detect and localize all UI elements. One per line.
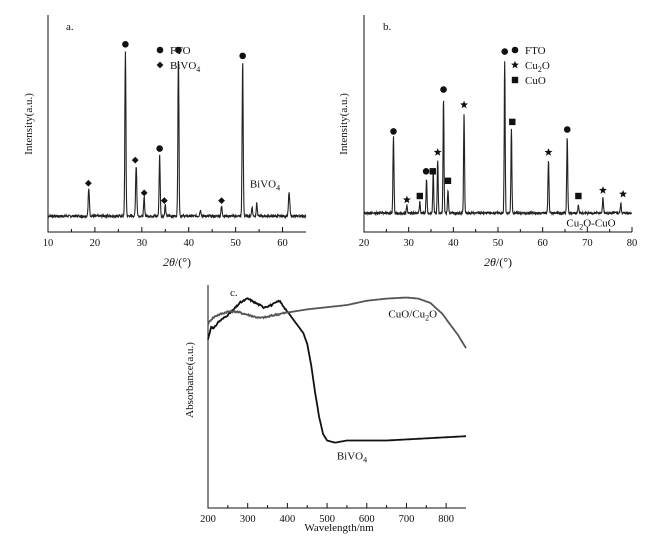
panel-b-xtick-label: 40 (448, 238, 459, 249)
panel-b-marker-circle (390, 128, 397, 135)
panel-a-xlabel: 2θ/(°) (163, 255, 191, 269)
panel-c: c. Absorbance(a.u.) Wavelength/nm 200 300… (184, 285, 467, 534)
panel-b-xlabel-var: 2θ (484, 255, 496, 269)
panel-b-marker-square (509, 118, 516, 126)
panel-b: b. Intensity(a.u.) 2θ/(°) 20 30 40 50 60 70 80… (338, 15, 637, 269)
panel-a-xtick-label: 30 (137, 238, 148, 249)
panel-a-marker-circle (122, 41, 129, 48)
panel-a-marker-diamond (131, 156, 139, 164)
panel-b-xtick-label: 70 (582, 238, 593, 249)
panel-a: a. Intensity(a.u.) 2θ/(°) 10 20 30 40 50 60 F… (23, 15, 307, 269)
panel-a-xrd-trace (47, 51, 307, 220)
panel-a-marker-circle (239, 52, 246, 60)
panel-c-xtick-label: 500 (319, 514, 335, 525)
panel-c-bivo4-label-sub: 4 (363, 456, 367, 465)
panel-a-marker-diamond (140, 189, 148, 197)
panel-c-bivo4-label: BiVO4 (337, 451, 367, 465)
panel-c-label: c. (230, 287, 238, 299)
panel-b-marker-star (598, 186, 607, 194)
panel-b-legend-square (511, 76, 519, 84)
panel-b-xtick-label: 60 (537, 238, 548, 249)
panel-a-xlabel-var: 2θ (163, 255, 175, 269)
panel-c-cuo-cu2o-label-text2: O (429, 309, 437, 321)
panel-b-marker-square (444, 177, 452, 184)
panel-b-marker-square (575, 192, 582, 200)
panel-a-marker-circle (175, 46, 182, 54)
panel-b-series-label-text: Cu (566, 218, 579, 230)
panel-a-legend-label: FTO (170, 45, 191, 57)
panel-b-marker-star (433, 148, 442, 156)
panel-b-marker-star (544, 148, 553, 156)
panel-c-cuo-cu2o-curve (207, 296, 467, 349)
panel-b-xtick-label: 80 (627, 238, 638, 249)
panel-b-series-label-sub: 2 (579, 223, 583, 232)
panel-b-legend-star (511, 60, 519, 69)
panel-b-legend-label: FTO (525, 45, 546, 57)
panel-a-ticks: 10 20 30 40 50 60 (43, 227, 288, 249)
panel-b-marker-square (416, 192, 424, 200)
panel-a-marker-diamond (218, 197, 225, 205)
panel-b-legend-label: Cu2O (525, 60, 550, 74)
panel-a-legend-label: BiVO4 (170, 60, 200, 74)
panel-c-xtick-label: 700 (399, 514, 415, 525)
panel-c-xtick-label: 300 (240, 514, 256, 525)
panel-a-markers (84, 41, 246, 205)
panel-b-marker-circle (501, 48, 509, 55)
panel-b-xtick-label: 50 (493, 238, 504, 249)
panel-c-ticks: 200 300 400 500 600 700 800 (200, 503, 454, 525)
panel-c-ylabel: Absorbance(a.u.) (184, 342, 196, 418)
panel-c-cuo-cu2o-label: CuO/Cu2O (388, 309, 437, 323)
panel-b-xrd-trace (363, 61, 633, 217)
panel-a-legend-diamond (156, 61, 164, 69)
panel-b-marker-circle (440, 86, 447, 93)
panel-a-series-label: BiVO4 (250, 178, 280, 192)
panel-a-xlabel-unit: /(°) (175, 255, 191, 269)
panel-c-xtick-label: 400 (280, 514, 296, 525)
panel-b-series-label-text2: O-CuO (583, 218, 615, 230)
panel-a-legend-circle (156, 46, 164, 54)
panel-b-marker-square (429, 168, 436, 175)
panel-a-xtick-label: 10 (43, 238, 54, 249)
panel-b-ticks: 20 30 40 50 60 70 80 (359, 227, 638, 249)
panel-a-marker-diamond (84, 179, 92, 187)
panel-b-xtick-label: 20 (359, 238, 370, 249)
panel-b-legend-circle (511, 46, 519, 54)
panel-b-series-label: Cu2O-CuO (566, 218, 615, 232)
panel-a-series-label-text: BiVO (250, 178, 276, 190)
panel-a-xtick-label: 20 (90, 238, 101, 249)
panel-a-legend: FTO BiVO4 (156, 45, 200, 74)
panel-c-bivo4-label-text: BiVO (337, 451, 363, 463)
panel-c-xtick-label: 800 (438, 514, 454, 525)
panel-a-xtick-label: 60 (277, 238, 288, 249)
panel-a-marker-diamond (160, 197, 168, 205)
panel-b-label: b. (383, 21, 392, 33)
panel-b-marker-star (619, 189, 628, 198)
panel-b-marker-circle (563, 126, 571, 133)
panel-a-marker-circle (156, 145, 163, 152)
panel-b-xtick-label: 30 (403, 238, 414, 249)
panel-c-cuo-cu2o-label-text: CuO/Cu (388, 309, 425, 321)
panel-b-ylabel: Intensity(a.u.) (338, 93, 350, 155)
panel-b-marker-circle (422, 168, 430, 175)
panel-b-marker-star (460, 100, 469, 109)
panel-a-xtick-label: 40 (183, 238, 194, 249)
panel-c-bivo4-curve (207, 297, 466, 444)
panel-c-xtick-label: 600 (359, 514, 375, 525)
panel-c-xlabel: Wavelength/nm (304, 522, 374, 534)
panel-b-xlabel-unit: /(°) (496, 255, 512, 269)
panel-a-xtick-label: 50 (230, 238, 241, 249)
panel-a-series-label-sub: 4 (276, 183, 280, 192)
panel-b-xlabel: 2θ/(°) (484, 255, 512, 269)
panel-b-markers (390, 48, 628, 204)
panel-c-cuo-cu2o-label-sub: 2 (425, 314, 429, 323)
panel-b-marker-star (402, 195, 411, 204)
panel-a-ylabel: Intensity(a.u.) (23, 93, 35, 155)
panel-c-xtick-label: 200 (200, 514, 216, 525)
panel-a-label: a. (66, 21, 74, 33)
panel-b-legend-label: CuO (525, 75, 546, 87)
